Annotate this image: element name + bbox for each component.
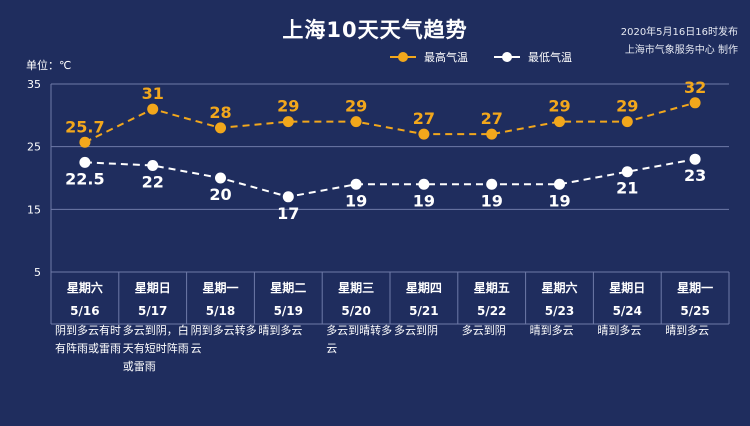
unit-label: 单位：℃ [26,59,72,72]
low-temp-label: 23 [684,166,706,185]
date-label: 5/17 [138,304,167,318]
weather-description: 阴到多云转多云 [190,324,257,355]
date-label: 5/24 [613,304,642,318]
low-temp-point [418,178,430,190]
weekday-label: 星期六 [67,280,103,295]
low-temp-label: 22.5 [65,169,104,188]
legend-marker [502,52,512,62]
weekday-label: 星期三 [338,280,374,295]
date-label: 5/19 [274,304,303,318]
low-temp-label: 19 [345,191,367,210]
low-temp-label: 21 [616,179,638,198]
legend: 最高气温 最低气温 [390,50,572,64]
weather-description: 晴到多云 [597,324,642,337]
weather-description: 晴到多云 [529,324,574,337]
high-temp-label: 29 [548,97,570,116]
weekday-label: 星期四 [406,280,442,295]
weather-description: 晴到多云 [665,324,710,337]
high-temp-label: 29 [277,97,299,116]
high-temp-label: 31 [142,84,164,103]
low-temp-line [84,158,696,198]
weekday-label: 星期一 [202,280,238,295]
date-label: 5/18 [206,304,235,318]
high-temp-point [282,116,294,128]
weather-description: 多云到阴 [461,324,506,337]
high-temp-label: 32 [684,78,706,97]
y-tick-label: 25 [27,141,41,154]
low-temp-label: 19 [413,191,435,210]
legend-marker [398,52,408,62]
weekday-label: 星期日 [609,280,645,295]
weekday-label: 星期一 [677,280,713,295]
y-tick-label: 35 [27,78,41,91]
series-layer [79,97,701,203]
low-temp-label: 19 [548,191,570,210]
high-temp-label: 29 [345,97,367,116]
date-label: 5/21 [409,304,438,318]
high-temp-point [79,136,91,148]
low-temp-point [215,172,226,184]
high-temp-label: 29 [616,97,638,116]
high-temp-point [350,116,362,128]
page-title: 上海10天天气趋势 [282,18,468,42]
date-label: 5/25 [680,304,709,318]
high-temp-label: 25.7 [65,117,104,136]
high-temp-point [689,97,701,109]
high-temp-point [147,103,159,115]
low-temp-point [621,166,633,178]
low-temp-point [486,178,498,190]
publish-date: 2020年5月16日16时发布 [620,27,738,38]
weather-description: 多云到晴转多云 [326,324,393,355]
low-temp-point [147,159,159,171]
weekday-label: 星期六 [541,280,577,295]
weekday-label: 星期五 [474,280,510,295]
legend-label: 最低气温 [528,50,572,64]
high-temp-point [486,128,498,140]
weather-description: 多云到阴，白天有短时阵雨或雷雨 [122,324,189,373]
high-temp-point [418,128,430,140]
grid-layer: 5 15 25 35 星期六 5/16 星期日 5/17 星期一 5/18 星期二 5/19 星期三 5/… [27,78,730,325]
legend-label: 最高气温 [424,50,468,64]
high-temp-line [84,101,696,144]
weather-description: 晴到多云 [258,324,303,337]
low-temp-point [350,178,362,190]
publish-info: 2020年5月16日16时发布 上海市气象服务中心 制作 [621,24,738,60]
low-temp-label: 20 [209,185,231,204]
weekday-label: 星期日 [135,280,171,295]
low-temp-point [554,178,565,190]
date-label: 5/16 [70,304,99,318]
low-temp-point [282,191,294,203]
high-temp-label: 27 [481,109,503,128]
high-temp-point [215,122,226,134]
high-temp-point [621,116,633,128]
high-temp-point [554,116,565,128]
weather-description: 多云到阴 [394,324,438,337]
label-layer: 25.7 31 28 29 29 27 27 29 29 32 22.5 22 20 17 19 19 19 19… [65,78,706,223]
date-label: 5/23 [545,304,574,318]
high-temp-label: 28 [209,103,231,122]
y-tick-label: 5 [34,266,41,279]
low-temp-label: 22 [142,172,164,191]
publisher: 上海市气象服务中心 制作 [624,45,738,56]
low-temp-label: 17 [277,204,299,223]
date-label: 5/22 [477,304,506,318]
high-temp-label: 27 [413,109,435,128]
low-temp-point [79,156,91,168]
date-label: 5/20 [341,304,370,318]
y-tick-label: 15 [27,203,41,216]
weather-description: 阴到多云有时有阵雨或雷雨 [55,324,121,355]
weekday-label: 星期二 [270,280,306,295]
low-temp-point [689,153,701,165]
low-temp-label: 19 [481,191,503,210]
